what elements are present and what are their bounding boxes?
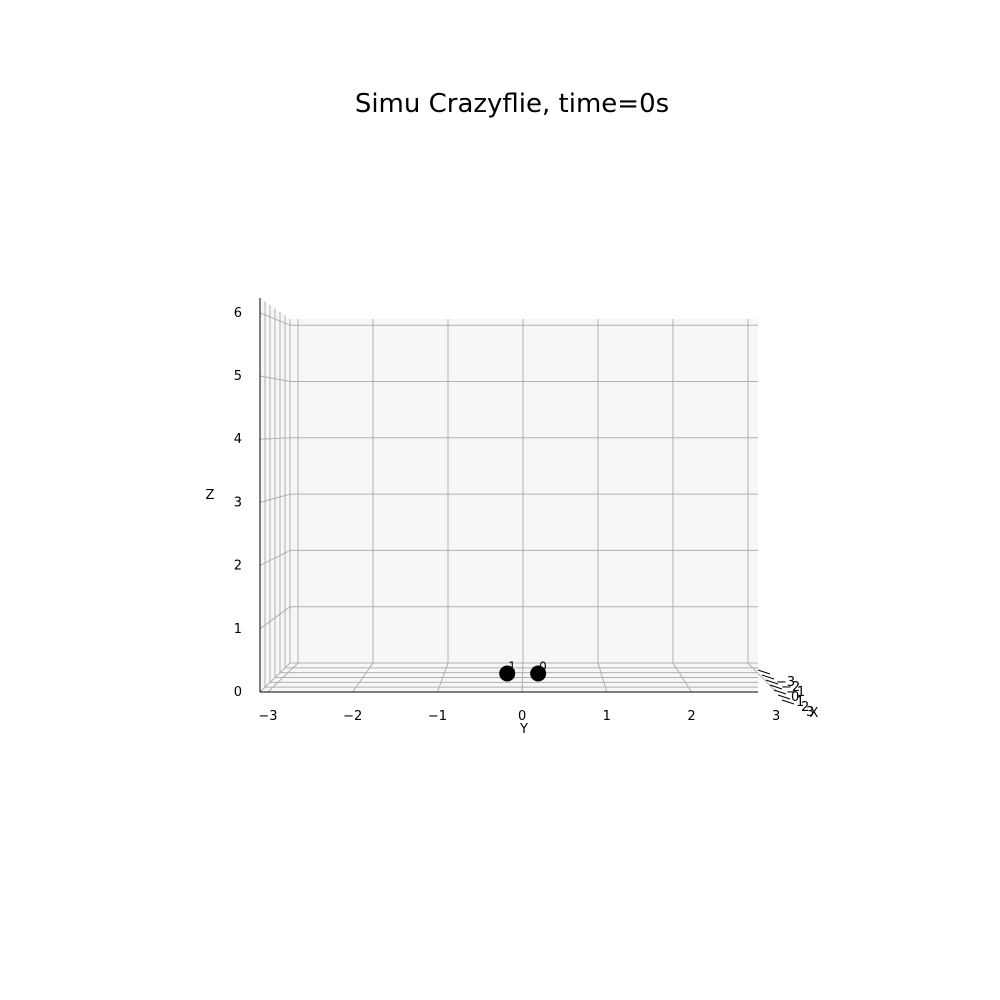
x-tick-label: −2 — [781, 680, 800, 695]
x-tick-mark — [781, 699, 795, 705]
x-axis-label: X — [810, 706, 819, 721]
z-tick-label: 3 — [234, 495, 242, 510]
drone-id-label: 1 — [508, 660, 516, 674]
drone-marker — [499, 665, 516, 682]
z-tick-label: 0 — [234, 685, 242, 700]
y-tick-label: −1 — [428, 709, 447, 724]
x-tick-mark — [765, 679, 779, 685]
x-tick-mark — [761, 674, 775, 680]
z-tick-label: 1 — [234, 622, 242, 637]
x-tick-label: 2 — [801, 700, 809, 715]
z-axis-label: Z — [206, 488, 215, 503]
chart-title: Simu Crazyflie, time=0s — [355, 89, 669, 119]
drone-id-label: 0 — [539, 660, 547, 674]
z-tick-label: 6 — [234, 306, 242, 321]
x-tick-label: 1 — [796, 695, 804, 710]
x-tick-mark — [769, 684, 783, 690]
z-tick-label: 5 — [234, 369, 242, 384]
drone-marker — [530, 665, 547, 682]
x-tick-label: −3 — [776, 675, 795, 690]
y-tick-label: −3 — [258, 709, 277, 724]
tick-labels: −3 −2 −1 0 1 2 3 0 1 2 3 4 5 6 — [234, 306, 781, 724]
y-tick-label: 2 — [687, 709, 695, 724]
y-axis-label: Y — [519, 722, 528, 737]
x-tick-label: 3 — [806, 705, 814, 720]
x-tick-mark — [773, 689, 787, 695]
y-tick-label: 3 — [772, 709, 780, 724]
y-tick-label: 1 — [603, 709, 611, 724]
back-pane — [290, 319, 758, 663]
z-tick-label: 4 — [234, 432, 242, 447]
grid-lines — [259, 298, 777, 693]
y-tick-label: −2 — [343, 709, 362, 724]
x-tick-label: −1 — [786, 685, 805, 700]
y-tick-label: 0 — [518, 709, 526, 724]
z-tick-label: 2 — [234, 559, 242, 574]
x-tick-label: 0 — [791, 690, 799, 705]
x-tick-mark — [757, 669, 771, 675]
x-tick-mark — [777, 694, 791, 700]
